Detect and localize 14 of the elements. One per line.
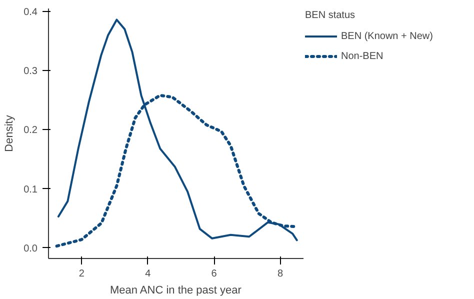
x-tick-label: 2 bbox=[78, 268, 85, 280]
y-tick-label: 0.3 bbox=[24, 66, 38, 78]
y-tick-label: 0.2 bbox=[24, 125, 38, 136]
x-tick-label: 8 bbox=[278, 268, 284, 280]
legend-label: BEN (Known + New) bbox=[341, 30, 433, 42]
y-axis-title: Density bbox=[4, 114, 16, 152]
y-tick-label: 0.0 bbox=[24, 243, 38, 254]
x-axis-title: Mean ANC in the past year bbox=[110, 284, 242, 296]
x-tick-label: 4 bbox=[145, 268, 152, 280]
y-tick-label: 0.4 bbox=[24, 6, 38, 18]
legend-title: BEN status bbox=[305, 10, 356, 21]
legend-label: Non-BEN bbox=[341, 50, 384, 62]
x-tick-label: 6 bbox=[211, 268, 218, 280]
y-tick-label: 0.1 bbox=[24, 184, 38, 196]
